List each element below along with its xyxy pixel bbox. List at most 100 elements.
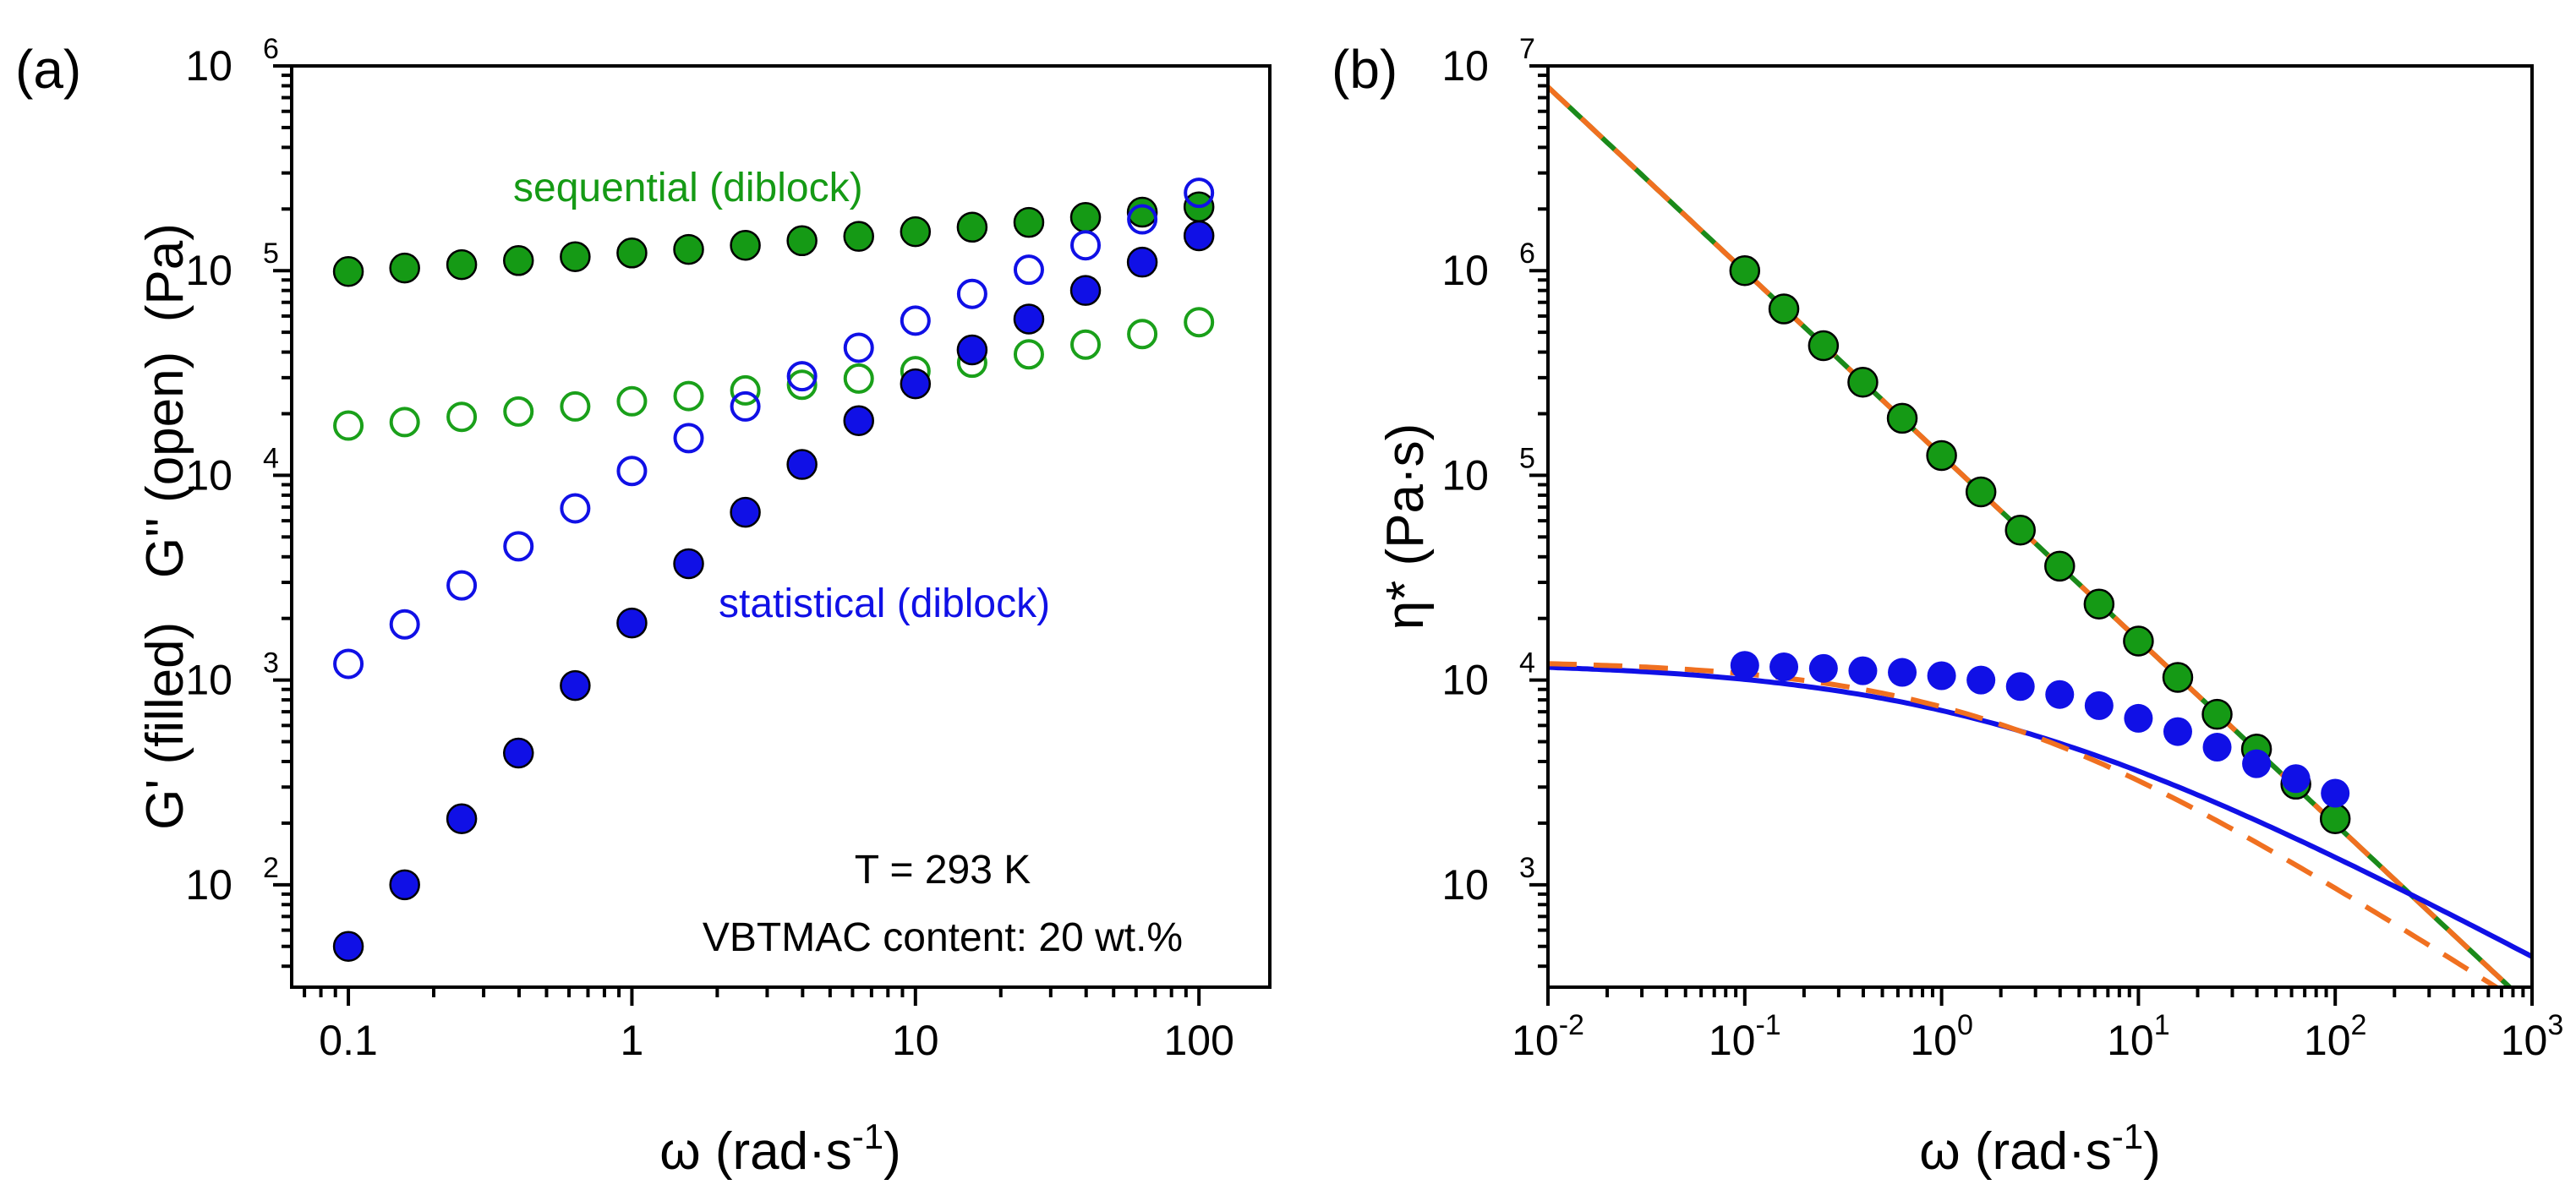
data-point xyxy=(1847,366,1879,398)
data-point-open xyxy=(730,390,761,422)
data-point-open xyxy=(616,456,648,487)
data-point xyxy=(2044,550,2076,582)
data-point-open xyxy=(616,385,648,417)
data-point xyxy=(2281,764,2311,794)
data-point xyxy=(2123,625,2154,657)
panel-a-y-axis-title: G' (filled) G'' (open) (Pa) xyxy=(136,223,194,830)
data-point-open xyxy=(673,423,704,454)
data-point-open xyxy=(389,407,420,438)
data-point xyxy=(2163,717,2192,746)
annotation-content: VBTMAC content: 20 wt.% xyxy=(703,915,1183,960)
data-point xyxy=(502,245,534,276)
data-point xyxy=(1126,246,1158,278)
data-point xyxy=(332,256,364,287)
x-tick-label: 10-1 xyxy=(1709,1009,1781,1064)
data-point-open xyxy=(956,278,987,309)
data-point xyxy=(332,931,364,962)
data-point xyxy=(2004,514,2036,546)
data-point xyxy=(2162,662,2194,693)
data-point xyxy=(730,496,761,528)
data-point xyxy=(2045,680,2075,709)
data-point xyxy=(1730,651,1759,680)
panel-b-xlabel-sup: -1 xyxy=(2112,1116,2143,1156)
data-point xyxy=(786,225,818,257)
x-tick-label: 101 xyxy=(2107,1009,2170,1064)
panel-b-x-axis-title: ω (rad·s-1) xyxy=(1919,1116,2161,1181)
annotation-temperature: T = 293 K xyxy=(855,848,1031,893)
annotation-sequential: sequential (diblock) xyxy=(513,166,863,210)
data-point xyxy=(2242,749,2272,778)
data-point xyxy=(1126,196,1158,228)
data-point xyxy=(2084,691,2114,720)
y-tick-label: 10 6 xyxy=(1441,237,1535,294)
data-point xyxy=(389,869,420,901)
svg-text:ω (rad·s-1): ω (rad·s-1) xyxy=(1919,1116,2161,1181)
panel-b-label: (b) xyxy=(1332,39,1397,100)
x-tick-label: 10-2 xyxy=(1512,1009,1584,1064)
panel-b-y-axis-title: η* (Pa·s) xyxy=(1376,423,1435,631)
data-point xyxy=(1965,476,1997,508)
data-point-open xyxy=(1184,307,1215,338)
panel-a-label: (a) xyxy=(15,39,81,100)
panel-b-axes-frame xyxy=(1546,64,2534,989)
data-point-open xyxy=(1070,230,1102,261)
data-point-open xyxy=(446,401,478,433)
annotation-statistical: statistical (diblock) xyxy=(719,581,1050,626)
data-point xyxy=(389,252,420,284)
data-point-open xyxy=(843,332,874,363)
y-tick-label: 10 5 xyxy=(185,237,279,294)
y-tick-label: 10 5 xyxy=(1441,442,1535,499)
y-tick-label: 10 4 xyxy=(1441,647,1535,704)
data-point xyxy=(1069,201,1102,233)
x-tick-label: 102 xyxy=(2304,1009,2367,1064)
data-point xyxy=(2124,703,2153,733)
data-point-open xyxy=(786,369,818,401)
data-point xyxy=(2321,778,2350,808)
data-point xyxy=(1888,658,1917,687)
data-point-open xyxy=(333,648,364,680)
data-point-open xyxy=(1184,177,1215,209)
data-point xyxy=(2005,672,2035,701)
data-point-open xyxy=(843,363,874,394)
data-point-open xyxy=(900,305,931,336)
data-point xyxy=(560,669,591,701)
data-point xyxy=(1013,303,1045,335)
data-point xyxy=(1808,330,1840,362)
data-point xyxy=(502,737,534,769)
data-point-open xyxy=(503,531,534,562)
data-point xyxy=(2319,803,2351,835)
fit-curve xyxy=(1548,664,2532,959)
data-point-open xyxy=(333,410,364,441)
data-point-open xyxy=(730,374,761,406)
data-point xyxy=(843,221,874,252)
y-tick-label: 10 3 xyxy=(1441,852,1535,909)
data-point xyxy=(1926,439,1957,472)
data-point xyxy=(1886,402,1918,434)
fit-curve-dashed xyxy=(1548,661,2502,987)
data-point xyxy=(1808,653,1838,683)
x-tick-label: 0.1 xyxy=(319,1017,378,1064)
x-tick-label: 10 xyxy=(892,1017,939,1064)
data-point xyxy=(956,334,988,366)
data-point xyxy=(1848,656,1878,685)
data-point xyxy=(673,548,704,580)
y-tick-label: 10 4 xyxy=(185,442,279,499)
data-point xyxy=(956,211,988,243)
data-point xyxy=(1069,275,1102,306)
data-point xyxy=(1013,206,1045,238)
panel-a-xlabel-sup: -1 xyxy=(852,1116,883,1156)
y-tick-label: 10 2 xyxy=(185,852,279,909)
data-point xyxy=(900,368,932,400)
data-point-open xyxy=(1013,254,1044,286)
data-point-open xyxy=(1070,329,1102,360)
data-point xyxy=(673,233,704,265)
data-point-open xyxy=(1013,339,1044,370)
data-point xyxy=(843,405,874,436)
data-point-open xyxy=(1127,319,1158,350)
data-point xyxy=(900,216,932,248)
data-point-open xyxy=(786,361,818,392)
x-tick-label: 1 xyxy=(621,1017,644,1064)
